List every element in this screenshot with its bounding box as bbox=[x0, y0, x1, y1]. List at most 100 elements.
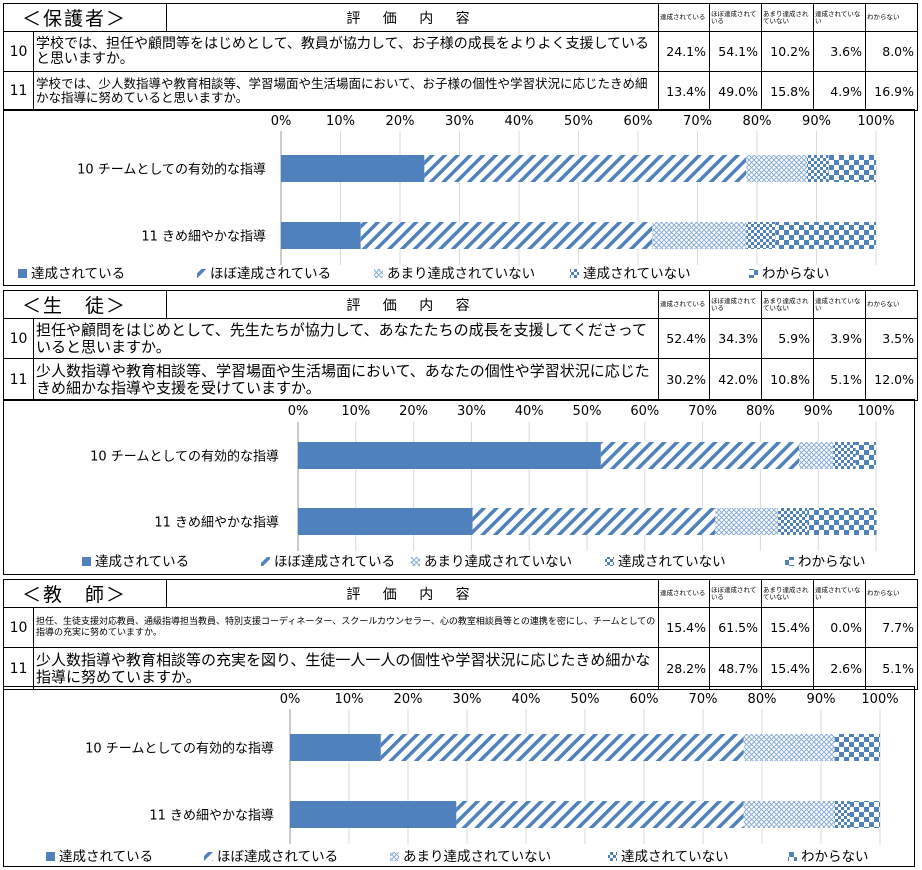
x-tick-label: 80% bbox=[743, 114, 772, 129]
legend-swatch bbox=[605, 557, 614, 566]
x-tick-label: 50% bbox=[571, 692, 600, 707]
percent-cell: 15.4% bbox=[761, 647, 815, 690]
bar-segment bbox=[746, 155, 807, 182]
bar-segment bbox=[456, 801, 744, 828]
percent-cell: 15.8% bbox=[761, 71, 815, 111]
legend-swatch bbox=[411, 557, 420, 566]
legend-swatch bbox=[608, 852, 617, 861]
percent-cell: 54.1% bbox=[709, 31, 763, 72]
legend-swatch bbox=[749, 269, 758, 278]
bar-segment bbox=[652, 222, 747, 249]
legend-swatch bbox=[18, 269, 27, 278]
question-number: 10 bbox=[3, 31, 34, 72]
column-header: わからない bbox=[865, 290, 919, 319]
bar-segment bbox=[806, 155, 829, 182]
question-number: 11 bbox=[3, 358, 34, 401]
x-tick-label: 40% bbox=[505, 114, 534, 129]
x-tick-label: 70% bbox=[683, 114, 712, 129]
bar-segment bbox=[799, 442, 834, 469]
percent-cell: 3.6% bbox=[813, 31, 867, 72]
question-text: 担任や顧問をはじめとして、先生たちが協力して、あなたたちの成長を支援してくださっ… bbox=[32, 318, 660, 359]
percent-cell: 5.1% bbox=[865, 647, 919, 690]
x-tick-label: 40% bbox=[512, 692, 541, 707]
legend-label: 達成されていない bbox=[618, 554, 726, 570]
legend-label: 達成されている bbox=[59, 849, 153, 865]
percent-cell: 61.5% bbox=[709, 607, 763, 648]
legend-label: 達成されている bbox=[95, 554, 189, 570]
bar-segment bbox=[360, 222, 653, 249]
legend-label: あまり達成されていない bbox=[387, 266, 535, 282]
header-row: ＜生 徒＞ 評 価 内 容 達成されている ほぼ達成されている あまり達成されて… bbox=[2, 290, 919, 319]
group-title: ＜教 師＞ bbox=[2, 579, 168, 608]
column-header: ほぼ達成されている bbox=[709, 290, 763, 319]
bar-segment bbox=[777, 508, 808, 535]
chart-teacher: 0% 10% 20% 30% 40% 50% 60% 70% 80% 90% 100% 10 チームと… bbox=[3, 686, 915, 867]
percent-cell: 52.4% bbox=[658, 318, 711, 359]
bar-segment bbox=[472, 508, 716, 535]
bar-segment bbox=[849, 801, 880, 828]
bar-segment bbox=[834, 734, 880, 761]
percent-cell: 12.0% bbox=[865, 358, 919, 401]
bar-segment bbox=[828, 155, 876, 182]
bar-segment bbox=[281, 155, 425, 182]
question-text: 少人数指導や教育相談等、学習場面や生活場面において、あなたの個性や学習状況に応じ… bbox=[32, 358, 660, 401]
x-tick-label: 10% bbox=[335, 692, 364, 707]
bar-segment bbox=[290, 801, 457, 828]
chart-guardian: 0% 10% 20% 30% 40% 50% 60% 70% 80% 90% 100% 10 チームと… bbox=[3, 109, 915, 286]
content-header: 評 価 内 容 bbox=[166, 290, 660, 319]
percent-cell: 10.2% bbox=[761, 31, 815, 72]
survey-table-guardian: ＜保護者＞ 評 価 内 容 達成されている ほぼ達成されている あまり達成されて… bbox=[2, 3, 919, 111]
legend-swatch bbox=[390, 852, 399, 861]
percent-cell: 0.0% bbox=[813, 607, 867, 648]
percent-cell: 13.4% bbox=[658, 71, 711, 111]
column-header: 達成されている bbox=[658, 290, 711, 319]
bar-segment bbox=[290, 734, 381, 761]
legend-swatch bbox=[204, 852, 213, 861]
category-label: 10 チームとしての有効的な指導 bbox=[90, 449, 279, 465]
column-header: 達成されていない bbox=[813, 290, 867, 319]
x-tick-label: 30% bbox=[453, 692, 482, 707]
column-header: 達成されている bbox=[658, 3, 711, 32]
percent-cell: 8.0% bbox=[865, 31, 919, 72]
bar-segment bbox=[834, 801, 850, 828]
column-header: ほぼ達成されている bbox=[709, 3, 763, 32]
x-tick-label: 20% bbox=[394, 692, 423, 707]
group-title: ＜生 徒＞ bbox=[2, 290, 168, 319]
question-row: 11 少人数指導や教育相談等、学習場面や生活場面において、あなたの個性や学習状況… bbox=[3, 358, 919, 401]
x-tick-label: 70% bbox=[688, 404, 717, 419]
legend-label: 達成されていない bbox=[621, 849, 729, 865]
bar-segment bbox=[775, 222, 876, 249]
x-tick-label: 0% bbox=[288, 404, 309, 419]
percent-cell: 10.8% bbox=[761, 358, 815, 401]
question-row: 10 担任、生徒支援対応教員、通級指導担当教員、特別支援コーディネーター、スクー… bbox=[3, 607, 919, 648]
bar-segment bbox=[600, 442, 800, 469]
legend-label: わからない bbox=[762, 266, 830, 282]
x-tick-label: 20% bbox=[386, 114, 415, 129]
content-header: 評 価 内 容 bbox=[166, 579, 660, 608]
percent-cell: 5.9% bbox=[761, 318, 815, 359]
category-label: 11 きめ細やかな指導 bbox=[154, 516, 279, 531]
bar-segment bbox=[746, 222, 776, 249]
group-title: ＜保護者＞ bbox=[2, 3, 168, 32]
column-header: 達成されている bbox=[658, 579, 711, 608]
x-tick-label: 30% bbox=[445, 114, 474, 129]
bar-segment bbox=[424, 155, 747, 182]
question-row: 11 少人数指導や教育相談等の充実を図り、生徒一人一人の個性や学習状況に応じたき… bbox=[3, 647, 919, 690]
category-label: 10 チームとしての有効的な指導 bbox=[77, 162, 266, 178]
chart-student: 0% 10% 20% 30% 40% 50% 60% 70% 80% 90% 100% 10 チームと… bbox=[3, 399, 915, 575]
x-tick-label: 10% bbox=[326, 114, 355, 129]
legend-label: あまり達成されていない bbox=[403, 849, 551, 865]
bar-segment bbox=[281, 222, 361, 249]
bar-segment bbox=[855, 442, 876, 469]
category-label: 11 きめ細やかな指導 bbox=[141, 230, 266, 245]
percent-cell: 30.2% bbox=[658, 358, 711, 401]
x-tick-label: 70% bbox=[689, 692, 718, 707]
legend-label: 達成されていない bbox=[583, 266, 691, 282]
column-header: わからない bbox=[865, 3, 919, 32]
bar-segment bbox=[715, 508, 778, 535]
percent-cell: 34.3% bbox=[709, 318, 763, 359]
header-row: ＜保護者＞ 評 価 内 容 達成されている ほぼ達成されている あまり達成されて… bbox=[2, 3, 919, 32]
x-tick-label: 100% bbox=[857, 404, 894, 419]
x-tick-label: 90% bbox=[802, 114, 831, 129]
legend-label: ほぼ達成されている bbox=[217, 849, 338, 865]
